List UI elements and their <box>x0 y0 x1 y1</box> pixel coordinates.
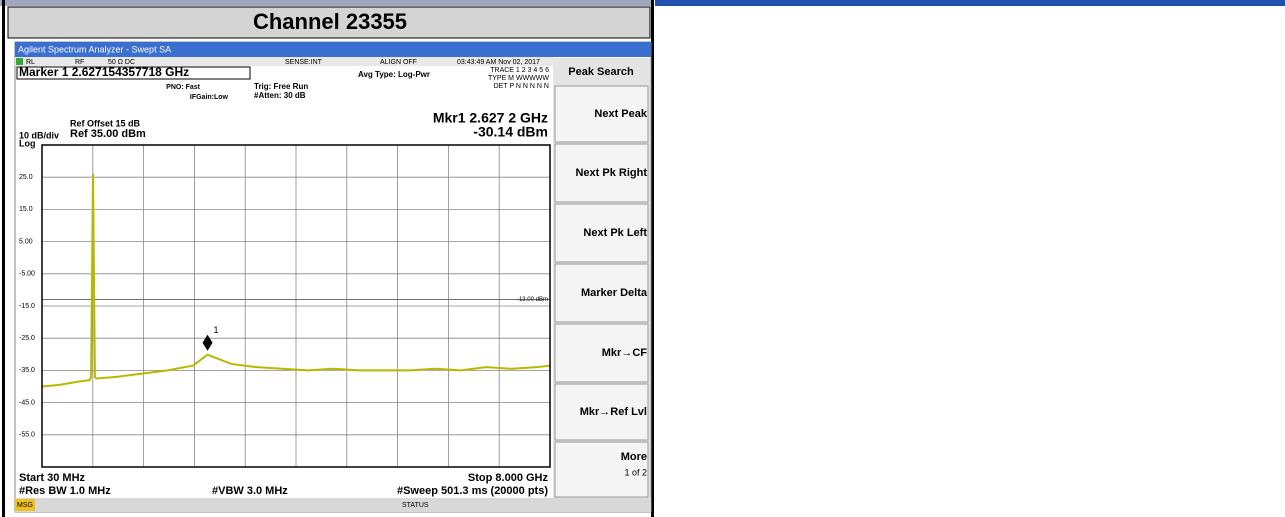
stop-freq: Stop 8.000 GHz <box>468 472 549 484</box>
sweep: #Sweep 501.3 ms (20000 pts) <box>397 485 548 497</box>
msg-box <box>15 499 35 511</box>
ref-level: Ref 35.00 dBm <box>70 128 146 140</box>
softkey[interactable] <box>554 143 649 203</box>
softkey-title: Peak Search <box>568 66 634 78</box>
status-row <box>15 57 553 66</box>
mkr-level: -30.14 dBm <box>473 124 548 140</box>
softkey-label: More <box>621 451 647 463</box>
y-tick-label: 15.0 <box>19 206 33 213</box>
softkey-label: Next Peak <box>594 108 647 120</box>
marker-readout: Marker 1 2.627154357718 GHz <box>19 65 189 79</box>
top-strip <box>0 0 652 6</box>
log: Log <box>19 138 36 148</box>
msg: MSG <box>17 502 33 509</box>
atten: #Atten: 30 dB <box>254 91 306 100</box>
impedance: 50 Ω DC <box>108 59 135 66</box>
icon <box>16 58 23 65</box>
status: STATUS <box>402 502 429 509</box>
type-row: TYPE M WWWWW <box>488 75 549 82</box>
det-row: DET P N N N N N <box>494 83 549 90</box>
ref-offset: Ref Offset 15 dB <box>70 118 141 128</box>
border <box>2 0 5 517</box>
y-tick-label: -45.0 <box>19 399 35 406</box>
softkey-label: Next Pk Left <box>583 227 647 239</box>
ifgain: IFGain:Low <box>190 94 229 101</box>
rl: RL <box>26 59 35 66</box>
softkey[interactable] <box>554 85 649 143</box>
y-tick-label: 5.00 <box>19 238 33 245</box>
graticule-border <box>41 144 551 468</box>
y-tick-label: -35.0 <box>19 367 35 374</box>
title-bar <box>15 42 651 57</box>
y-tick-label: -5.00 <box>19 271 35 278</box>
trig: Trig: Free Run <box>254 82 308 91</box>
avg-type: Avg Type: Log-Pwr <box>358 70 430 79</box>
rf: RF <box>75 59 84 66</box>
datetime: 03:43:49 AM Nov 02, 2017 <box>457 59 540 66</box>
softkey[interactable] <box>554 441 649 498</box>
header-title: Channel 23355 <box>253 9 407 34</box>
softkey-label: Marker Delta <box>581 287 648 299</box>
header <box>7 6 651 39</box>
y-tick-label: 25.0 <box>19 174 33 181</box>
top-strip-right <box>655 0 1285 6</box>
marker-label: 1 <box>214 325 219 335</box>
marker <box>202 334 213 351</box>
sense: SENSE:INT <box>285 59 323 66</box>
trace-row: TRACE 1 2 3 4 5 6 <box>490 67 549 74</box>
plot: 25.0 15.0 5.00 -5.00 -15.0 -25.0 -35.0 -45.0 -55… <box>19 144 551 468</box>
softkey[interactable] <box>554 263 649 323</box>
y-tick-label: -55.0 <box>19 432 35 439</box>
trace <box>41 173 551 388</box>
y-tick-label: -15.0 <box>19 303 35 310</box>
softkey-page: 1 of 2 <box>624 467 647 477</box>
y-tick-label: -25.0 <box>19 335 35 342</box>
pno: PNO: Fast <box>166 84 201 91</box>
limit-label: -13.00 dBm <box>517 297 548 303</box>
start-freq: Start 30 MHz <box>19 472 86 484</box>
mkr-freq: Mkr1 2.627 2 GHz <box>433 110 548 126</box>
softkey[interactable] <box>554 383 649 441</box>
softkeys: Peak Search Next Peak Next Pk Right Next P… <box>553 58 650 498</box>
align: ALIGN OFF <box>380 59 417 66</box>
softkey-label: Mkr→CF <box>602 347 648 359</box>
softkey[interactable] <box>554 323 649 383</box>
rbw: #Res BW 1.0 MHz <box>19 485 111 497</box>
softkey-label: Mkr→Ref Lvl <box>580 406 647 418</box>
border <box>651 0 654 517</box>
vbw: #VBW 3.0 MHz <box>212 485 288 497</box>
softkey-label: Next Pk Right <box>575 167 647 179</box>
status-bar <box>15 498 651 512</box>
window-title: Agilent Spectrum Analyzer - Swept SA <box>18 44 171 54</box>
scale: 10 dB/div <box>19 130 59 140</box>
softkey[interactable] <box>554 203 649 263</box>
marker-box <box>16 66 251 80</box>
